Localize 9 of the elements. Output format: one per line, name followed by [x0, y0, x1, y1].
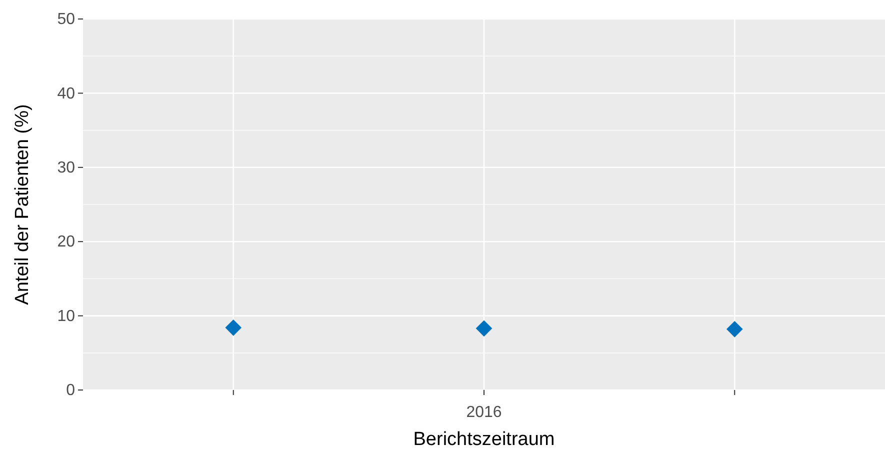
y-tick-label: 20	[57, 234, 76, 251]
y-tick-label: 10	[57, 308, 76, 325]
y-tick-label: 0	[66, 382, 76, 400]
x-tick-label: 2016	[466, 404, 502, 422]
y-tick-label: 40	[57, 85, 76, 102]
y-tick-label: 50	[57, 11, 76, 28]
x-axis-title: Berichtszeitraum	[413, 429, 555, 450]
y-axis-title: Anteil der Patienten (%)	[12, 104, 33, 305]
y-tick-label: 30	[57, 160, 76, 177]
